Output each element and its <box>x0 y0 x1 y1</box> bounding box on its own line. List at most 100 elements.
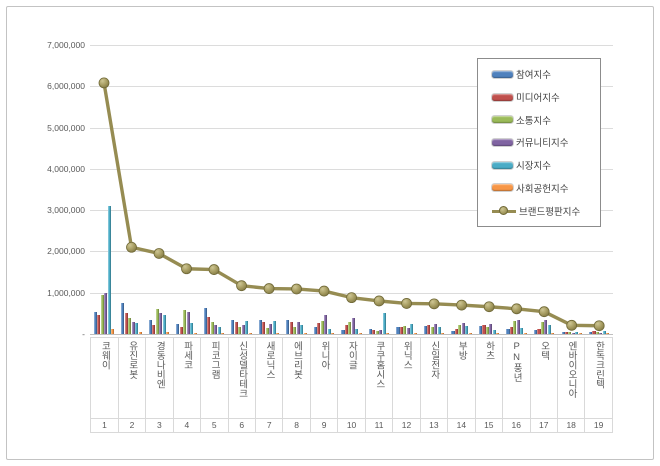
category-label: 하츠 <box>483 341 495 360</box>
legend-item: 참여지수 <box>492 67 600 81</box>
category-label: 신성델타테크 <box>236 341 248 398</box>
bar-사회공헌지수-오텍 <box>551 333 555 334</box>
category-label: 신일전자 <box>428 341 440 379</box>
bar-참여지수-위니아 <box>313 326 317 334</box>
bar-소통지수-오텍 <box>540 322 544 334</box>
bar-시장지수-파세코 <box>190 323 194 334</box>
category-cell: 신성델타테크 <box>227 337 255 419</box>
bar-미디어지수-쿠쿠홈시스 <box>372 329 376 334</box>
rank-label: 2 <box>117 419 146 433</box>
legend-swatch-community <box>492 138 513 146</box>
bar-시장지수-에브리봇 <box>300 325 304 334</box>
category-label: 유진로봇 <box>126 341 138 379</box>
category-label: 위니아 <box>318 341 330 370</box>
legend-swatch-market <box>492 161 513 169</box>
bar-사회공헌지수-신성델타테크 <box>248 332 252 334</box>
bar-사회공헌지수-코웨이 <box>111 329 115 334</box>
bar-미디어지수-경동나비엔 <box>152 325 156 334</box>
bar-사회공헌지수-파세코 <box>193 332 197 334</box>
rank-axis: 1 2 3 4 5 6 7 8 9 10 11 12 13 14 15 16 17 18 19 <box>90 419 613 433</box>
legend: 참여지수 미디어지수 소통지수 커뮤니티지수 시장지수 사회공헌지수 브랜드평판… <box>477 58 601 227</box>
bar-소통지수-코웨이 <box>100 295 104 334</box>
category-cell: 유진로봇 <box>117 337 146 419</box>
bar-미디어지수-코웨이 <box>97 315 101 334</box>
category-cell: PN풍년 <box>502 337 530 419</box>
bar-시장지수-쿠쿠홈시스 <box>382 312 386 334</box>
bar-참여지수-한독크린텍 <box>589 331 593 334</box>
bar-참여지수-부방 <box>451 330 455 334</box>
bar-소통지수-위닉스 <box>403 325 407 334</box>
category-cell: 신일전자 <box>419 337 448 419</box>
bar-사회공헌지수-엔바이오니아 <box>578 333 582 334</box>
bar-사회공헌지수-유진로봇 <box>138 331 142 334</box>
category-cell: 피코그램 <box>200 337 228 419</box>
rank-label: 10 <box>337 419 365 433</box>
bar-참여지수-하츠 <box>478 325 483 334</box>
rank-label: 7 <box>254 419 283 433</box>
legend-label: 시장지수 <box>516 161 551 173</box>
category-label: 부방 <box>456 341 468 360</box>
rank-label: 14 <box>447 419 475 433</box>
bar-시장지수-자이글 <box>355 329 359 334</box>
y-axis-tick-label: 4,000,000 <box>47 163 85 174</box>
bar-소통지수-피코그램 <box>210 322 214 334</box>
category-label: 파세코 <box>181 341 193 370</box>
category-label: 자이글 <box>346 341 358 370</box>
bar-사회공헌지수-쿠쿠홈시스 <box>386 333 390 334</box>
rank-label: 11 <box>364 419 393 433</box>
bar-미디어지수-파세코 <box>179 326 183 334</box>
bar-참여지수-쿠쿠홈시스 <box>368 329 373 334</box>
legend-swatch-participation <box>492 70 513 78</box>
y-axis-tick-label: 7,000,000 <box>47 39 85 50</box>
gridline <box>90 251 613 253</box>
bar-소통지수-신일전자 <box>430 326 434 334</box>
bar-커뮤니티지수-하츠 <box>489 323 493 334</box>
category-label: 새로닉스 <box>264 341 276 379</box>
bar-사회공헌지수-하츠 <box>496 333 500 334</box>
category-cell: 하츠 <box>474 337 503 419</box>
bar-시장지수-위닉스 <box>410 324 414 334</box>
bar-사회공헌지수-한독크린텍 <box>606 333 610 334</box>
bar-시장지수-피코그램 <box>217 326 221 334</box>
category-label: 쿠쿠홈시스 <box>373 341 385 389</box>
gridline <box>90 292 613 294</box>
legend-label: 참여지수 <box>516 70 551 82</box>
bar-시장지수-위니아 <box>327 329 331 334</box>
bar-커뮤니티지수-피코그램 <box>214 325 218 334</box>
legend-item: 소통지수 <box>492 113 600 127</box>
category-label: 위닉스 <box>401 341 413 370</box>
legend-label: 커뮤니티지수 <box>516 138 569 150</box>
category-label: PN풍년 <box>511 341 523 382</box>
y-axis-tick-label: 1,000,000 <box>47 287 85 298</box>
bar-미디어지수-PN풍년 <box>509 326 514 334</box>
bar-사회공헌지수-PN풍년 <box>523 333 527 334</box>
rank-label: 17 <box>529 419 557 433</box>
bar-사회공헌지수-에브리봇 <box>303 333 307 334</box>
legend-line-marker-icon <box>492 206 516 216</box>
bar-커뮤니티지수-신성델타테크 <box>241 324 245 334</box>
rank-label: 12 <box>392 419 420 433</box>
y-axis-tick-label: - <box>82 329 85 339</box>
category-cell: 자이글 <box>337 337 365 419</box>
y-axis-tick-label: 5,000,000 <box>47 122 85 133</box>
bar-미디어지수-신성델타테크 <box>234 322 238 334</box>
bar-시장지수-유진로봇 <box>135 323 139 334</box>
rank-label: 9 <box>309 419 338 433</box>
category-cell: 쿠쿠홈시스 <box>364 337 393 419</box>
bar-사회공헌지수-경동나비엔 <box>166 331 170 334</box>
category-axis: 코웨이 유진로봇 경동나비엔 파세코 피코그램 신성델타테크 새로닉스 에브리봇 위니아 자이글 쿠… <box>90 337 613 419</box>
bar-소통지수-하츠 <box>485 326 489 334</box>
legend-label: 소통지수 <box>516 115 551 127</box>
category-label: 경동나비엔 <box>154 341 166 389</box>
bar-사회공헌지수-피코그램 <box>221 332 225 334</box>
bar-커뮤니티지수-유진로봇 <box>131 322 135 334</box>
bar-커뮤니티지수-쿠쿠홈시스 <box>379 330 383 334</box>
legend-label: 미디어지수 <box>516 93 560 105</box>
category-cell: 엔바이오니아 <box>556 337 585 419</box>
category-cell: 오텍 <box>529 337 557 419</box>
rank-label: 15 <box>474 419 503 433</box>
bar-커뮤니티지수-새로닉스 <box>269 324 273 334</box>
rank-label: 13 <box>419 419 448 433</box>
bar-커뮤니티지수-한독크린텍 <box>599 332 603 334</box>
bar-시장지수-코웨이 <box>107 205 111 334</box>
